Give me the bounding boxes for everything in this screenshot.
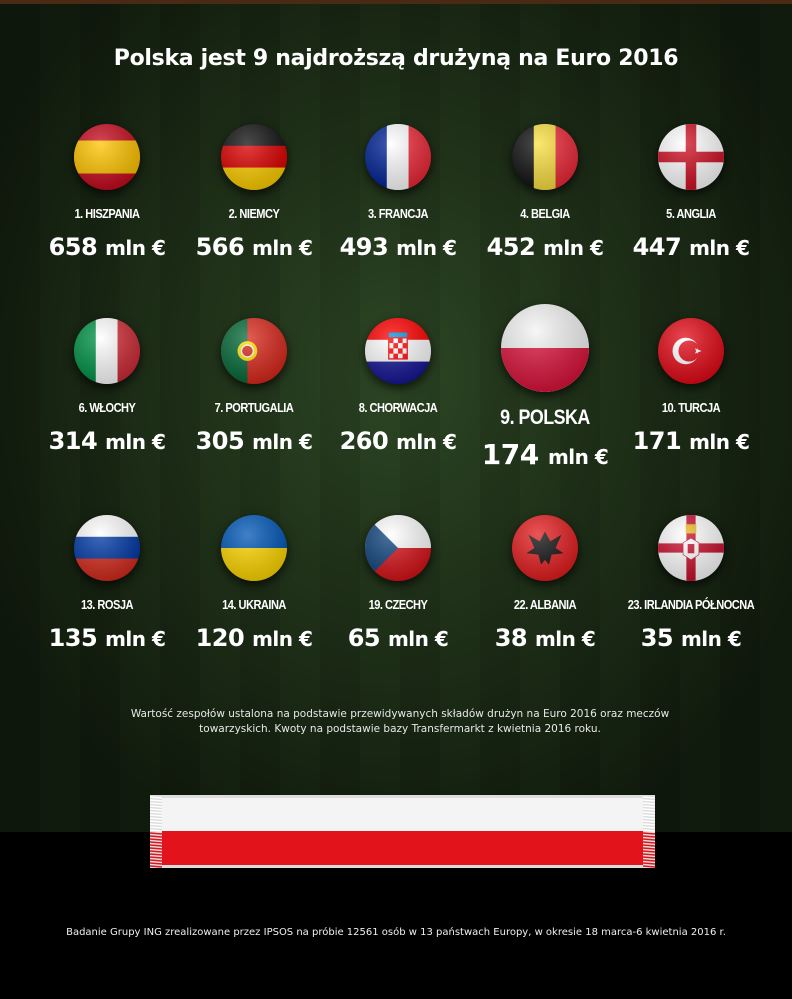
team-rank-label: 23. IRLANDIA PÓŁNOCNA (627, 597, 755, 612)
team-rank-label: 19. CZECHY (368, 597, 428, 612)
team-value-number: 120 (195, 624, 245, 652)
polish-scarf-image (150, 795, 655, 868)
team-rank-label: 6. WŁOCHY (78, 400, 136, 415)
team-italy: 6. WŁOCHY 314 mln € (32, 318, 182, 455)
team-value: 658 mln € (32, 233, 182, 261)
team-value-unit: mln € (105, 236, 166, 260)
team-value-number: 658 (48, 233, 98, 261)
team-value-unit: mln € (689, 236, 750, 260)
team-value-number: 260 (339, 427, 389, 455)
team-rank-label: 1. HISZPANIA (74, 206, 140, 221)
page-title: Polska jest 9 najdroższą drużyną na Euro… (113, 46, 679, 71)
team-value-number: 314 (48, 427, 98, 455)
team-poland: 9. POLSKA 174 mln € (470, 304, 620, 471)
team-value-number: 452 (486, 233, 536, 261)
team-rank-label: 2. NIEMCY (228, 206, 280, 221)
turkey-flag-icon (658, 318, 724, 384)
team-rank-label: 3. FRANCJA (367, 206, 429, 221)
team-spain: 1. HISZPANIA 658 mln € (32, 124, 182, 261)
team-croatia: 8. CHORWACJA 260 mln € (323, 318, 473, 455)
team-ukraine: 14. UKRAINA 120 mln € (179, 515, 329, 652)
northern-ireland-flag-icon (658, 515, 724, 581)
poland-flag-icon (501, 304, 589, 392)
team-value-unit: mln € (534, 627, 596, 651)
team-value-unit: mln € (252, 627, 313, 651)
team-germany: 2. NIEMCY 566 mln € (179, 124, 329, 261)
team-rank-label: 22. ALBANIA (513, 597, 577, 612)
team-value-unit: mln € (543, 236, 604, 260)
team-value-unit: mln € (252, 430, 313, 454)
team-france: 3. FRANCJA 493 mln € (323, 124, 473, 261)
team-value: 65 mln € (323, 624, 473, 652)
germany-flag-icon (221, 124, 287, 190)
team-rank-label: 13. ROSJA (81, 597, 133, 612)
england-flag-icon (658, 124, 724, 190)
team-value: 566 mln € (179, 233, 329, 261)
croatia-flag-icon (365, 318, 431, 384)
team-northern-ireland: 23. IRLANDIA PÓŁNOCNA 35 mln € (616, 515, 766, 652)
team-value-number: 447 (632, 233, 682, 261)
team-rank-label: 8. CHORWACJA (358, 400, 438, 415)
team-russia: 13. ROSJA 135 mln € (32, 515, 182, 652)
top-bar (0, 0, 792, 4)
team-value-number: 38 (494, 624, 528, 652)
team-value: 135 mln € (32, 624, 182, 652)
team-rank-label: 14. UKRAINA (222, 597, 286, 612)
team-value-unit: mln € (252, 236, 313, 260)
albania-flag-icon (512, 515, 578, 581)
team-portugal: 7. PORTUGALIA 305 mln € (179, 318, 329, 455)
ukraine-flag-icon (221, 515, 287, 581)
belgium-flag-icon (512, 124, 578, 190)
team-england: 5. ANGLIA 447 mln € (616, 124, 766, 261)
team-value: 120 mln € (179, 624, 329, 652)
survey-footer: Badanie Grupy ING zrealizowane przez IPS… (66, 927, 726, 938)
team-rank-label: 5. ANGLIA (666, 206, 716, 221)
team-value-number: 566 (195, 233, 245, 261)
team-value: 447 mln € (616, 233, 766, 261)
team-value: 260 mln € (323, 427, 473, 455)
russia-flag-icon (74, 515, 140, 581)
team-value: 305 mln € (179, 427, 329, 455)
team-value-unit: mln € (680, 627, 742, 651)
team-value-unit: mln € (396, 236, 457, 260)
team-value-number: 35 (640, 624, 674, 652)
methodology-note: Wartość zespołów ustalona na podstawie p… (130, 708, 670, 735)
team-value: 314 mln € (32, 427, 182, 455)
team-value-unit: mln € (689, 430, 750, 454)
france-flag-icon (365, 124, 431, 190)
team-turkey: 10. TURCJA 171 mln € (616, 318, 766, 455)
team-value-number: 171 (632, 427, 682, 455)
italy-flag-icon (74, 318, 140, 384)
team-rank-label: 9. POLSKA (500, 406, 590, 429)
team-value: 452 mln € (470, 233, 620, 261)
team-value-number: 135 (48, 624, 98, 652)
team-value: 38 mln € (470, 624, 620, 652)
team-belgium: 4. BELGIA 452 mln € (470, 124, 620, 261)
team-value: 171 mln € (616, 427, 766, 455)
spain-flag-icon (74, 124, 140, 190)
team-albania: 22. ALBANIA 38 mln € (470, 515, 620, 652)
team-czech: 19. CZECHY 65 mln € (323, 515, 473, 652)
czech-flag-icon (365, 515, 431, 581)
team-value: 174 mln € (470, 438, 620, 471)
team-value-number: 305 (195, 427, 245, 455)
portugal-flag-icon (221, 318, 287, 384)
team-value-unit: mln € (105, 627, 166, 651)
team-rank-label: 4. BELGIA (520, 206, 570, 221)
team-value-number: 65 (347, 624, 381, 652)
team-rank-label: 7. PORTUGALIA (214, 400, 294, 415)
team-value: 35 mln € (616, 624, 766, 652)
team-value-unit: mln € (105, 430, 166, 454)
team-rank-label: 10. TURCJA (661, 400, 721, 415)
team-value-unit: mln € (547, 445, 609, 469)
team-value: 493 mln € (323, 233, 473, 261)
team-value-unit: mln € (396, 430, 457, 454)
team-value-unit: mln € (387, 627, 449, 651)
team-value-number: 493 (339, 233, 389, 261)
team-value-number: 174 (481, 438, 539, 471)
